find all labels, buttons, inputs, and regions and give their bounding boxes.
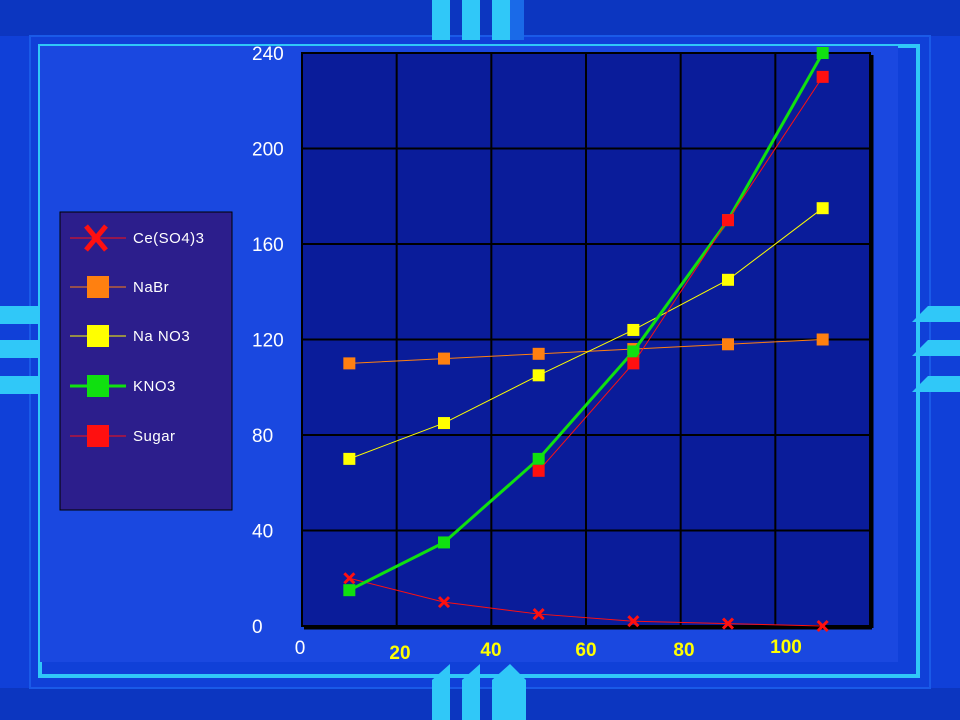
legend-label-nabr: NaBr bbox=[133, 279, 169, 296]
decor-tabs-right bbox=[912, 306, 960, 392]
y-tick-label: 40 bbox=[252, 522, 273, 543]
data-point-square-marker bbox=[722, 338, 734, 351]
data-point-x-marker bbox=[343, 572, 356, 585]
data-point-square-marker bbox=[532, 464, 545, 477]
y-tick-label: 0 bbox=[252, 617, 263, 638]
legend-marker-square-icon bbox=[87, 325, 109, 347]
x-tick-sub-labels: 20 40 60 80 100 bbox=[389, 637, 801, 664]
x-tick-label-40: 40 bbox=[480, 640, 501, 661]
series-ce-so4-3 bbox=[343, 572, 829, 633]
y-tick-label: 80 bbox=[252, 426, 273, 447]
data-point-square-marker bbox=[343, 584, 356, 597]
data-point-square-marker bbox=[532, 347, 545, 360]
series-layer bbox=[343, 47, 829, 633]
series-line bbox=[348, 52, 824, 592]
data-point-square-marker bbox=[343, 452, 356, 465]
data-point-square-marker bbox=[438, 352, 450, 365]
legend-label-na-no3: Na NO3 bbox=[133, 328, 190, 345]
data-point-square-marker bbox=[816, 47, 829, 59]
series-sugar bbox=[532, 70, 829, 477]
series-line bbox=[349, 207, 823, 460]
x-tick-label-100: 100 bbox=[770, 637, 802, 658]
x-tick-label-80: 80 bbox=[673, 640, 694, 661]
data-point-square-marker bbox=[343, 357, 356, 370]
legend-box bbox=[59, 211, 233, 511]
legend-marker-square-icon bbox=[87, 276, 109, 298]
decor-tabs-left bbox=[0, 306, 38, 394]
x-tick-label-20: 20 bbox=[389, 643, 410, 664]
y-tick-label: 160 bbox=[252, 235, 284, 256]
legend-marker-square-icon bbox=[87, 375, 109, 397]
decor-tabs-bottom bbox=[432, 664, 526, 720]
data-point-x-marker bbox=[532, 608, 545, 621]
legend-item-nabr: NaBr bbox=[70, 276, 169, 298]
data-point-x-marker bbox=[721, 617, 735, 630]
series-line bbox=[349, 577, 823, 627]
data-point-square-marker bbox=[722, 214, 734, 227]
data-point-x-marker bbox=[437, 596, 451, 609]
legend: Ce(SO4)3 NaBr Na NO3 KNO3 Sugar bbox=[59, 211, 233, 511]
y-tick-label: 240 bbox=[252, 44, 284, 65]
legend-label-sugar: Sugar bbox=[133, 428, 176, 445]
data-point-square-marker bbox=[722, 273, 734, 286]
data-point-square-marker bbox=[627, 345, 640, 358]
data-point-square-marker bbox=[438, 417, 450, 430]
legend-label-ce-so4-3: Ce(SO4)3 bbox=[133, 230, 205, 247]
data-point-square-marker bbox=[532, 452, 545, 465]
legend-label-kno3: KNO3 bbox=[133, 378, 176, 395]
data-point-square-marker bbox=[816, 333, 829, 346]
legend-item-sugar: Sugar bbox=[70, 425, 176, 447]
legend-item-ce-so4-3: Ce(SO4)3 bbox=[70, 224, 205, 252]
series-na-no3 bbox=[343, 202, 829, 465]
data-point-square-marker bbox=[816, 202, 829, 215]
series-line bbox=[538, 76, 824, 472]
data-point-x-marker bbox=[627, 615, 640, 628]
data-point-square-marker bbox=[816, 70, 829, 83]
series-line bbox=[349, 339, 823, 364]
data-point-square-marker bbox=[627, 357, 640, 370]
y-tick-label: 120 bbox=[252, 331, 284, 352]
x-tick-label-60: 60 bbox=[575, 640, 596, 661]
data-point-x-marker bbox=[816, 619, 829, 633]
data-point-square-marker bbox=[627, 323, 640, 336]
y-tick-labels: 0 40 80 120 160 200 240 bbox=[252, 44, 284, 638]
x-tick-label-0: 0 bbox=[295, 638, 306, 659]
data-point-square-marker bbox=[532, 369, 545, 382]
legend-item-na-no3: Na NO3 bbox=[70, 325, 190, 347]
plot-border bbox=[301, 52, 871, 627]
y-tick-label: 200 bbox=[252, 140, 284, 161]
legend-item-kno3: KNO3 bbox=[70, 375, 176, 397]
legend-marker-square-icon bbox=[87, 425, 109, 447]
decor-tabs-top bbox=[432, 0, 524, 40]
legend-marker-x-icon bbox=[84, 224, 108, 252]
data-point-square-marker bbox=[438, 536, 450, 549]
